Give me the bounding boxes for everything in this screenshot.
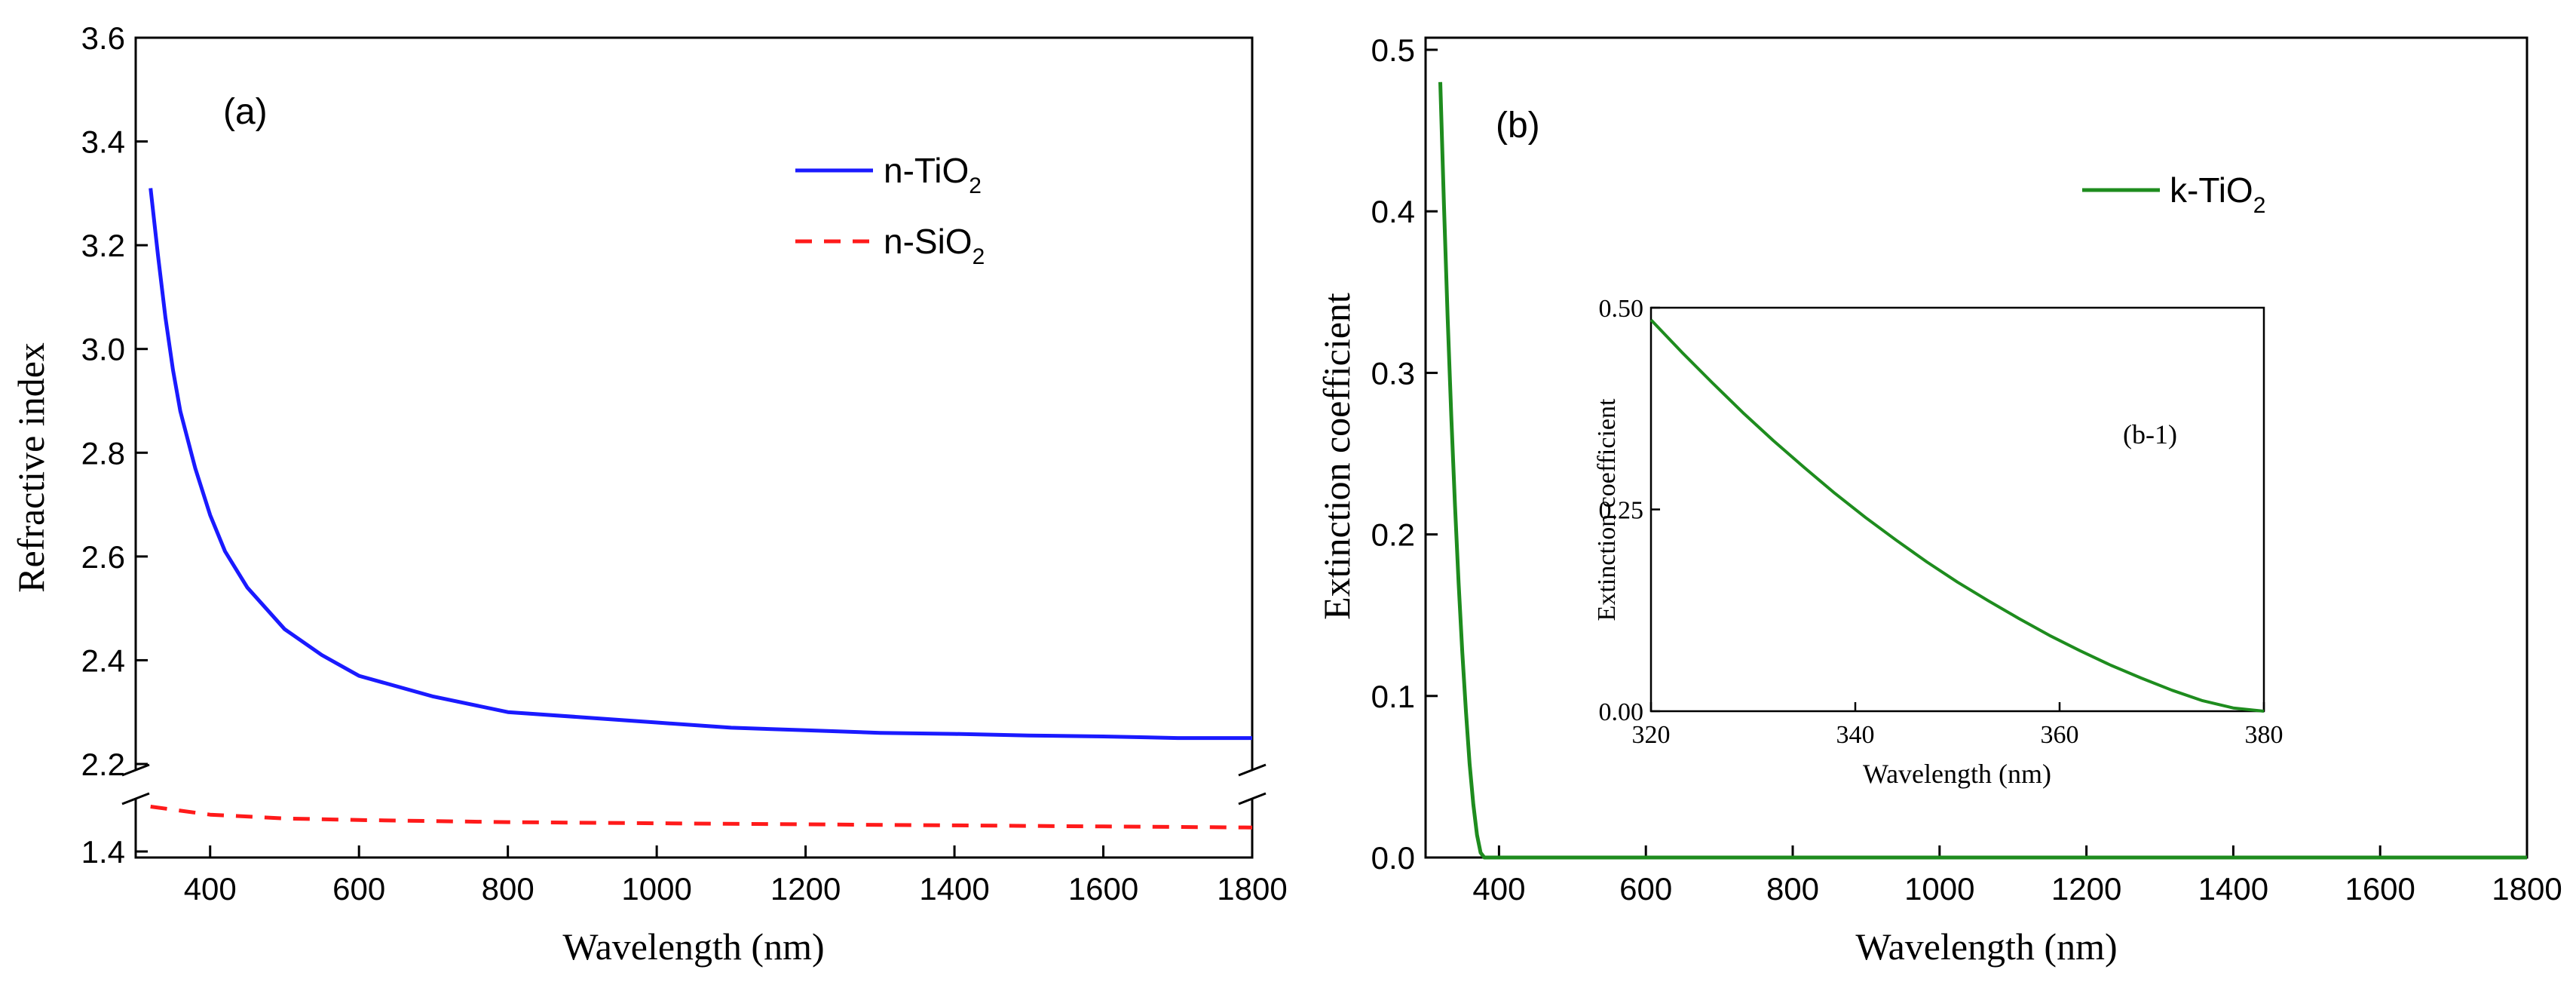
x-tick-label: 400	[184, 871, 237, 907]
panel-a-label: (a)	[223, 92, 268, 132]
panel-b-legend: k-TiO2	[2082, 170, 2265, 218]
inset-x-tick-label: 360	[2041, 721, 2079, 749]
x-tick-label: 600	[332, 871, 385, 907]
panel-a-plot-frame	[134, 36, 1254, 859]
legend-name: n-TiO	[884, 151, 969, 190]
panel-b-plot-frame	[1424, 36, 2529, 859]
y-tick-label: 2.2	[81, 747, 125, 782]
y-tick-label: 2.4	[81, 643, 125, 678]
legend-name: n-SiO	[884, 222, 973, 261]
y-tick-label: 3.0	[81, 332, 125, 367]
series-line-n-tio2	[149, 188, 1252, 741]
inset-series	[1649, 318, 2265, 713]
y-tick-label: 3.2	[81, 228, 125, 263]
x-tick-label: 600	[1619, 871, 1672, 907]
inset-x-tick-label: 340	[1836, 721, 1875, 749]
x-tick-label: 1400	[919, 871, 989, 907]
panel-b-x-axis-title: Wavelength (nm)	[1855, 925, 2117, 968]
inset-x-tick-label: 380	[2245, 721, 2283, 749]
panel-b-label: (b)	[1496, 106, 1540, 146]
y-tick-label: 0.4	[1371, 194, 1415, 229]
inset-x-tick-label: 320	[1632, 721, 1671, 749]
legend-name: k-TiO	[2170, 170, 2253, 210]
inset-y-axis-title: Extinction coefficient	[1593, 398, 1621, 621]
axis-break-gap	[1248, 769, 1257, 799]
panel-a-legend: n-TiO2 n-SiO2	[795, 151, 985, 269]
legend-subscript: 2	[969, 173, 982, 198]
series-line-n-sio2	[150, 805, 1253, 830]
x-tick-label: 1200	[770, 871, 841, 907]
x-tick-label: 1200	[2051, 871, 2121, 907]
y-tick-label: 0.1	[1371, 679, 1415, 714]
axis-break-slash	[1238, 763, 1267, 777]
inset-y-tick-label: 0.00	[1599, 698, 1644, 726]
panel-a-axis-break-marks	[121, 763, 1267, 805]
y-tick-label: 3.6	[81, 20, 125, 56]
x-tick-label: 1000	[621, 871, 691, 907]
y-tick-label: 0.5	[1371, 32, 1415, 68]
y-tick-label: 0.0	[1371, 840, 1415, 876]
y-tick-label: 3.4	[81, 124, 125, 160]
y-tick-label: 2.8	[81, 435, 125, 471]
x-tick-label: 800	[1766, 871, 1819, 907]
y-tick-label: 2.6	[81, 539, 125, 575]
legend-label-k-tio2: k-TiO2	[2170, 170, 2265, 218]
x-tick-label: 1400	[2198, 871, 2268, 907]
panel-b: 400 600 800 1000 1200 1400 1600 1800 0.0 0.1 0.2 0.…	[1316, 32, 2562, 968]
inset-x-axis-title: Wavelength (nm)	[1863, 759, 2051, 789]
axis-break-slash	[121, 763, 150, 777]
inset-series-line	[1649, 318, 2265, 713]
panel-b-ticks: 400 600 800 1000 1200 1400 1600 1800 0.0 0.1 0.2 0.…	[1371, 32, 2562, 907]
legend-label-n-sio2: n-SiO2	[884, 222, 985, 269]
inset-y-tick-label: 0.25	[1599, 497, 1644, 525]
inset-plot-frame	[1649, 306, 2265, 713]
inset-y-tick-label: 0.50	[1599, 295, 1644, 323]
x-tick-label: 1800	[2492, 871, 2562, 907]
panel-a-series	[149, 188, 1253, 830]
legend-subscript: 2	[2253, 193, 2266, 218]
x-tick-label: 1600	[2345, 871, 2415, 907]
inset-label: (b-1)	[2123, 419, 2177, 449]
legend-label-n-tio2: n-TiO2	[884, 151, 982, 198]
panel-b-series	[1438, 81, 2527, 860]
x-tick-label: 1800	[1217, 871, 1287, 907]
y-tick-label: 0.3	[1371, 355, 1415, 391]
panel-a: 400 600 800 1000 1200 1400 1600 1800 2.2 2.4 2.6 2.…	[10, 20, 1288, 968]
x-tick-label: 1600	[1068, 871, 1138, 907]
inset-ticks: 320 340 360 380 0.00 0.25 0.50	[1599, 295, 2283, 749]
series-line-k-tio2	[1438, 81, 2527, 860]
panel-b-y-axis-title: Extinction coefficient	[1316, 293, 1358, 620]
panel-a-x-axis-title: Wavelength (nm)	[562, 925, 824, 968]
axis-break-gap	[131, 769, 140, 799]
x-tick-label: 1000	[1904, 871, 1974, 907]
y-tick-label: 1.4	[81, 834, 125, 870]
y-tick-label: 0.2	[1371, 517, 1415, 553]
axis-break-slash	[121, 792, 150, 805]
x-tick-label: 400	[1472, 871, 1525, 907]
panel-a-ticks: 400 600 800 1000 1200 1400 1600 1800 2.2 2.4 2.6 2.…	[81, 20, 1288, 907]
x-tick-label: 800	[482, 871, 534, 907]
panel-a-y-axis-title: Refractive index	[10, 342, 52, 593]
axis-break-slash	[1238, 792, 1267, 805]
inset-chart: 320 340 360 380 0.00 0.25 0.50 (b-1) Wavelengt…	[1593, 295, 2283, 789]
legend-subscript: 2	[973, 244, 985, 269]
